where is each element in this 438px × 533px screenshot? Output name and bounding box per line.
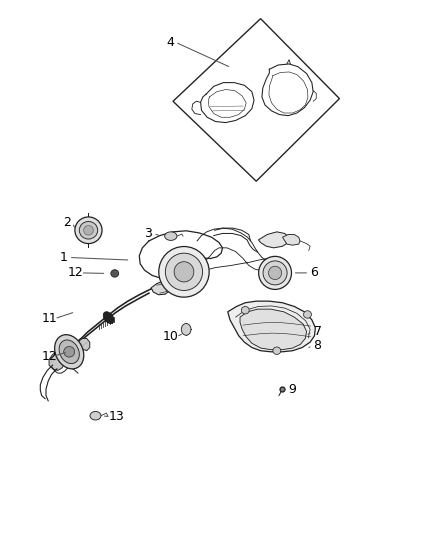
Ellipse shape: [258, 256, 292, 289]
Polygon shape: [228, 301, 315, 352]
Ellipse shape: [90, 411, 101, 420]
Ellipse shape: [103, 312, 114, 324]
Text: 4: 4: [166, 36, 174, 49]
Text: 11: 11: [41, 312, 57, 325]
Ellipse shape: [165, 253, 202, 290]
Text: 12: 12: [41, 350, 57, 362]
Ellipse shape: [84, 225, 93, 235]
Ellipse shape: [268, 266, 282, 279]
Text: 3: 3: [144, 227, 152, 240]
Text: 10: 10: [163, 330, 179, 343]
Polygon shape: [151, 281, 171, 295]
Ellipse shape: [263, 261, 287, 285]
Ellipse shape: [59, 340, 79, 364]
Text: 13: 13: [108, 410, 124, 423]
Polygon shape: [258, 232, 289, 248]
Text: 2: 2: [63, 216, 71, 229]
Text: 8: 8: [314, 339, 321, 352]
Ellipse shape: [273, 347, 281, 354]
Ellipse shape: [64, 346, 74, 357]
Text: 7: 7: [314, 325, 321, 338]
Text: 1: 1: [60, 251, 67, 264]
Polygon shape: [283, 235, 300, 245]
Ellipse shape: [304, 311, 311, 318]
Ellipse shape: [55, 335, 84, 369]
Ellipse shape: [75, 217, 102, 244]
Ellipse shape: [79, 222, 98, 239]
Ellipse shape: [181, 324, 191, 335]
Ellipse shape: [111, 270, 119, 277]
Ellipse shape: [159, 246, 209, 297]
Polygon shape: [240, 309, 307, 350]
Polygon shape: [78, 338, 90, 351]
Polygon shape: [49, 352, 65, 370]
Ellipse shape: [241, 306, 249, 314]
Text: 6: 6: [311, 266, 318, 279]
Text: 9: 9: [289, 383, 297, 395]
Text: 12: 12: [67, 266, 83, 279]
Ellipse shape: [174, 262, 194, 282]
Ellipse shape: [165, 232, 177, 240]
